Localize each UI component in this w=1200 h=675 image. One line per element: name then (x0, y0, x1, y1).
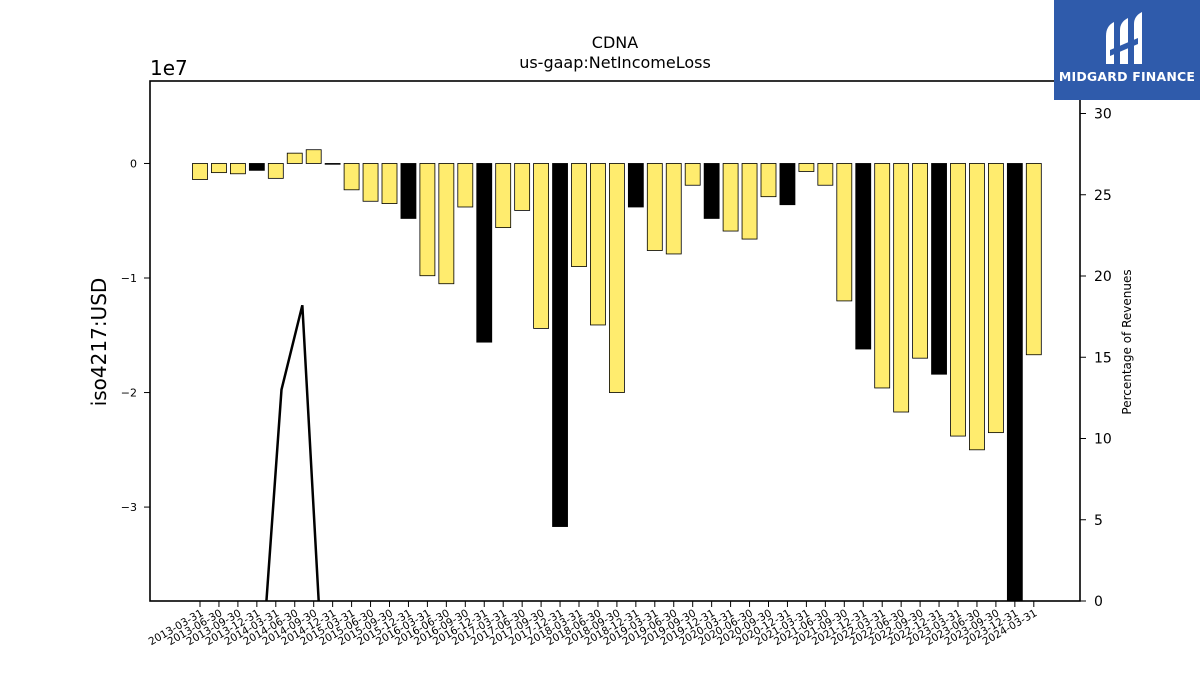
bar-2013-03-31 (192, 163, 208, 180)
bar-2013-09-30 (229, 163, 246, 175)
bar-2016-09-30 (457, 163, 474, 208)
bar-2016-12-31 (476, 163, 493, 343)
bar-2017-06-30 (514, 163, 531, 211)
bar-2022-03-31 (874, 163, 891, 389)
y2-tick-label: 30 (1094, 107, 1112, 123)
bar-2017-09-30 (533, 163, 549, 329)
bar-2021-03-31 (798, 163, 815, 172)
bar-2018-09-30 (609, 163, 625, 393)
bar-2022-09-30 (912, 163, 928, 359)
bar-2020-03-31 (722, 163, 739, 232)
y-axis-label: iso4217:USD (87, 278, 111, 407)
bar-2013-12-31 (248, 163, 265, 171)
bar-2015-12-31 (400, 163, 417, 219)
y2-axis-label: Percentage of Revenues (1120, 269, 1134, 414)
bar-2014-12-31 (324, 163, 341, 165)
y2-tick-label: 10 (1094, 432, 1112, 448)
plot-frame (149, 80, 1081, 602)
y-multiplier-label: 1e7 (150, 56, 188, 80)
y-tick-label: −1 (121, 272, 137, 285)
bar-2014-09-30 (305, 149, 322, 164)
bar-2020-06-30 (741, 163, 758, 240)
bar-2017-03-31 (495, 163, 512, 229)
bar-2014-03-31 (267, 163, 284, 179)
bar-2023-09-30 (988, 163, 1004, 434)
y2-tick-label: 25 (1094, 188, 1112, 204)
chart-subtitle: us-gaap:NetIncomeLoss (519, 53, 711, 72)
bar-2015-06-30 (362, 163, 379, 202)
logo-text: MIDGARD FINANCE (1058, 69, 1196, 84)
bar-2023-12-31 (1006, 163, 1023, 601)
bar-2019-09-30 (684, 163, 701, 186)
y-tick-label: 0 (130, 157, 137, 170)
bar-2018-06-30 (590, 163, 606, 326)
bar-2023-03-31 (950, 163, 966, 437)
y-tick-label: −3 (121, 501, 137, 514)
bar-2020-12-31 (779, 163, 796, 206)
bar-2023-06-30 (969, 163, 985, 451)
midgard-finance-logo: MIDGARD FINANCE (1054, 0, 1200, 100)
bar-2018-03-31 (571, 163, 587, 267)
bar-2015-03-31 (343, 163, 360, 191)
y2-tick-label: 5 (1094, 513, 1103, 529)
bar-2015-09-30 (381, 163, 398, 204)
bar-2018-12-31 (627, 163, 644, 208)
bar-2022-12-31 (931, 163, 947, 375)
y2-tick-label: 0 (1094, 594, 1103, 610)
bar-2019-03-31 (646, 163, 663, 251)
bar-2021-12-31 (855, 163, 872, 350)
bar-2024-03-31 (1025, 163, 1042, 356)
y2-tick-label: 20 (1094, 269, 1112, 285)
bar-2020-09-30 (760, 163, 777, 198)
percentage-of-revenues-line (265, 304, 320, 601)
bar-2014-06-30 (286, 152, 303, 164)
bar-2021-09-30 (836, 163, 853, 302)
midgard-logo-icon (1106, 12, 1142, 64)
bar-2016-06-30 (438, 163, 455, 285)
chart-title: CDNA (592, 33, 638, 52)
bar-2016-03-31 (419, 163, 436, 277)
bar-2021-06-30 (817, 163, 834, 186)
bar-2013-06-30 (211, 163, 227, 174)
y-tick-label: −2 (121, 387, 137, 400)
bar-2017-12-31 (552, 163, 568, 527)
bar-2022-06-30 (893, 163, 910, 413)
bar-2019-06-30 (665, 163, 682, 255)
bar-2019-12-31 (703, 163, 720, 219)
y2-tick-label: 15 (1094, 350, 1112, 366)
